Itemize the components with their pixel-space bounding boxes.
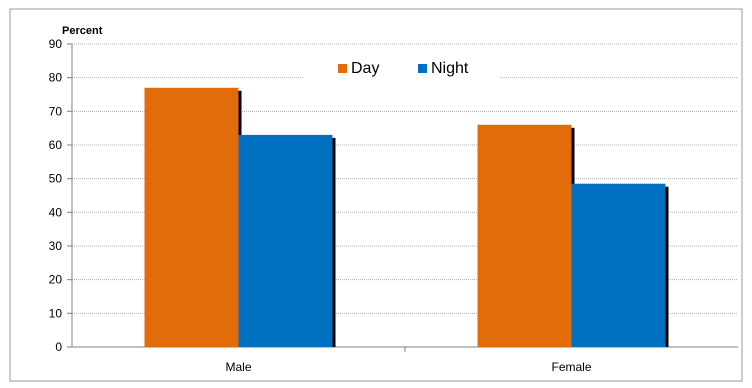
bar-night-male: [238, 134, 333, 347]
legend-box: [304, 56, 500, 80]
legend-label-day: Day: [351, 60, 379, 77]
legend: Day Night: [304, 56, 500, 80]
bar-day-female: [477, 124, 572, 347]
y-tick-label: 60: [49, 138, 63, 152]
legend-label-night: Night: [431, 60, 469, 77]
y-tick-label: 40: [49, 205, 63, 219]
y-axis-title: Percent: [62, 25, 103, 37]
y-tick-label: 70: [49, 104, 63, 118]
labels: Percent 0 10 20 30 40 50 60 70 80 90 Male Female: [49, 25, 592, 374]
x-tick-label: Female: [551, 360, 591, 374]
y-tick-label: 50: [49, 172, 63, 186]
y-tick-label: 0: [55, 340, 62, 354]
bar-day-male: [144, 87, 239, 348]
x-tick-label: Male: [225, 360, 251, 374]
y-tick-label: 90: [49, 37, 63, 51]
legend-swatch-day: [338, 64, 347, 73]
legend-swatch-night: [418, 64, 427, 73]
y-tick-label: 80: [49, 71, 63, 85]
bar-night-female: [571, 183, 666, 347]
y-tick-label: 20: [49, 273, 63, 287]
y-tick-label: 30: [49, 239, 63, 253]
bars: [144, 87, 669, 348]
y-tick-label: 10: [49, 306, 63, 320]
